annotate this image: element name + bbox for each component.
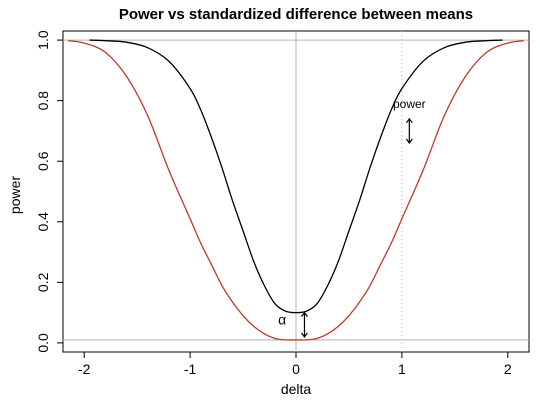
- arrow-head-down: [405, 138, 413, 145]
- chart-title: Power vs standardized difference between…: [119, 6, 473, 23]
- power-arrow: [405, 117, 413, 145]
- x-tick-label: -1: [184, 361, 197, 377]
- x-tick-label: -2: [78, 361, 91, 377]
- power-annotation: power: [393, 97, 426, 111]
- y-tick-label: 0.8: [35, 91, 51, 111]
- arrow-head-up: [405, 117, 413, 124]
- plot-area: -2 -1 0 1 2 0.0 0.2 0.4 0.6 0.8 1.0 power α: [35, 30, 530, 377]
- y-tick-label: 0.6: [35, 151, 51, 171]
- y-tick-label: 0.0: [35, 333, 51, 353]
- y-tick-label: 1.0: [35, 30, 51, 50]
- y-tick-label: 0.2: [35, 272, 51, 292]
- arrow-head-down: [300, 332, 308, 338]
- x-axis-label: delta: [281, 381, 312, 397]
- x-tick-label: 1: [398, 361, 406, 377]
- power-curve-black: [89, 39, 503, 314]
- y-axis-label: power: [7, 176, 23, 214]
- arrow-head-up: [300, 311, 308, 317]
- power-curve-red: [68, 40, 524, 341]
- x-tick-label: 2: [504, 361, 512, 377]
- alpha-arrow: [300, 311, 308, 338]
- y-tick-label: 0.4: [35, 212, 51, 232]
- alpha-annotation: α: [278, 312, 286, 328]
- x-tick-label: 0: [292, 361, 300, 377]
